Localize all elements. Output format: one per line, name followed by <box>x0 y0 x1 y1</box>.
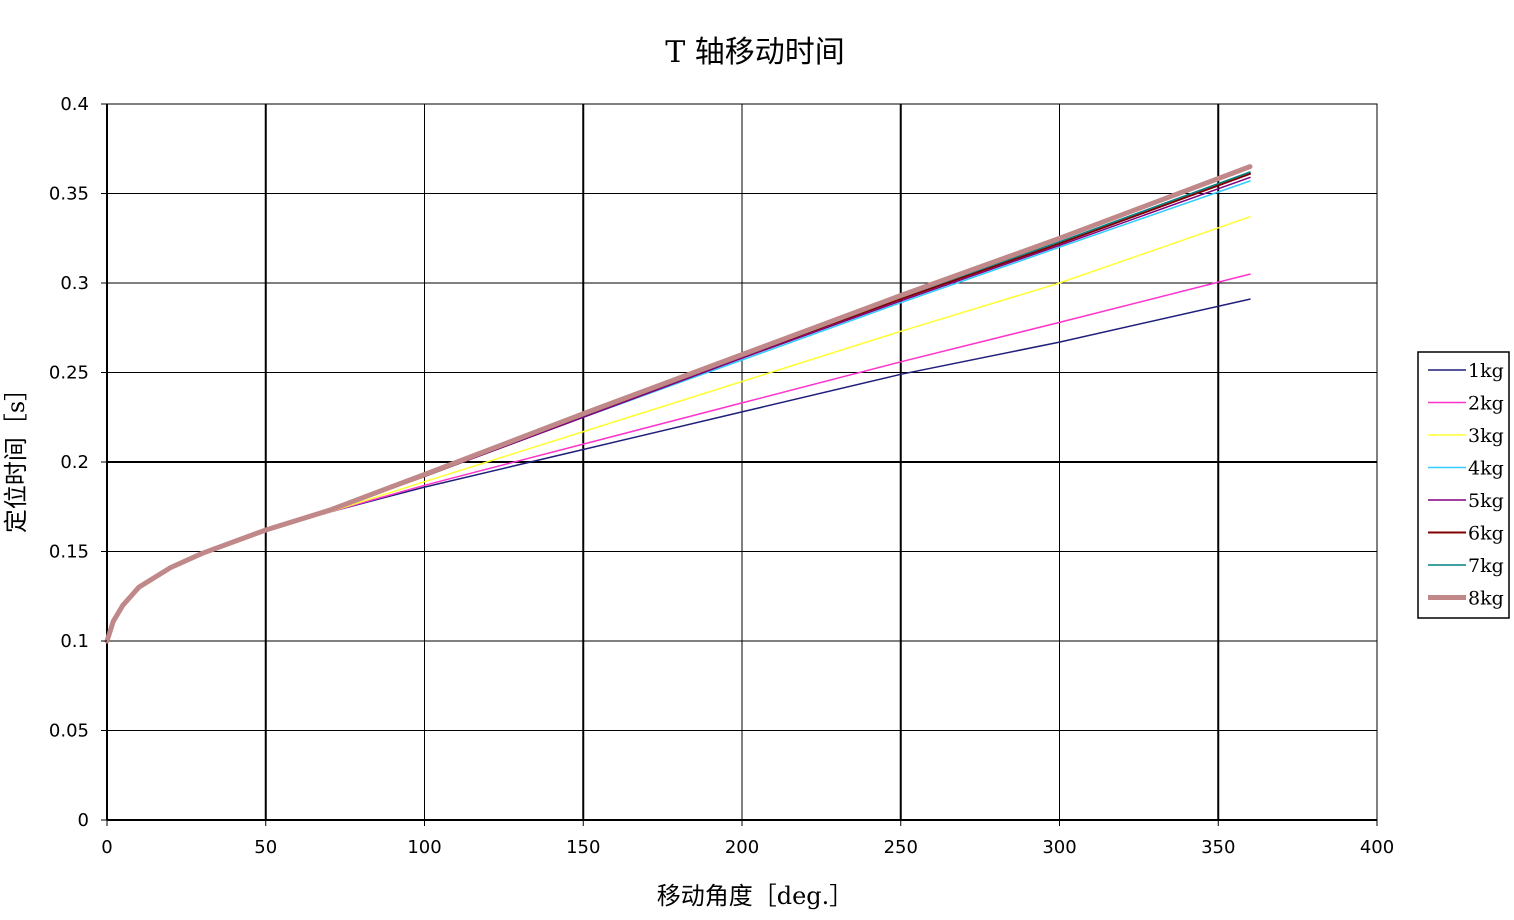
y-tick-label: 0 <box>78 810 89 831</box>
grid <box>106 103 1378 821</box>
y-tick-label: 0.4 <box>60 94 89 115</box>
legend-label: 8kg <box>1468 588 1504 610</box>
y-tick-label: 0.1 <box>60 631 89 652</box>
y-tick-label: 0.35 <box>49 184 89 205</box>
x-tick-label: 150 <box>566 837 600 858</box>
x-tick-label: 400 <box>1360 837 1394 858</box>
x-tick-label: 50 <box>254 837 277 858</box>
y-tick-label: 0.3 <box>60 273 89 294</box>
series-line-8kg <box>104 164 1253 644</box>
y-tick-label: 0.2 <box>60 452 89 473</box>
x-tick-label: 350 <box>1201 837 1235 858</box>
series-layer <box>104 164 1253 644</box>
y-tick-label: 0.25 <box>49 363 89 384</box>
x-tick-label: 200 <box>725 837 759 858</box>
legend-box <box>1417 351 1510 619</box>
ticks: 0 50 100 150 200 250 300 350 400 0 0.05 0.1 0.15 0.2 0… <box>49 94 1394 858</box>
legend-label: 5kg <box>1468 490 1504 512</box>
legend: 1kg 2kg 3kg 4kg 5kg 6kg 7kg 8kg <box>1417 351 1510 619</box>
y-axis-label: 定位时间［s］ <box>2 377 30 533</box>
x-tick-label: 250 <box>884 837 918 858</box>
legend-label: 1kg <box>1468 360 1504 382</box>
x-axis-label: 移动角度［deg.］ <box>657 882 854 910</box>
legend-label: 3kg <box>1468 425 1504 447</box>
chart-title: T 轴移动时间 <box>665 35 845 70</box>
legend-label: 4kg <box>1468 458 1504 480</box>
x-tick-label: 100 <box>407 837 441 858</box>
x-tick-label: 300 <box>1042 837 1076 858</box>
legend-label: 2kg <box>1468 393 1504 415</box>
legend-label: 7kg <box>1468 555 1504 577</box>
legend-label: 6kg <box>1468 523 1504 545</box>
y-tick-label: 0.05 <box>49 721 89 742</box>
y-tick-label: 0.15 <box>49 542 89 563</box>
x-tick-label: 0 <box>101 837 112 858</box>
